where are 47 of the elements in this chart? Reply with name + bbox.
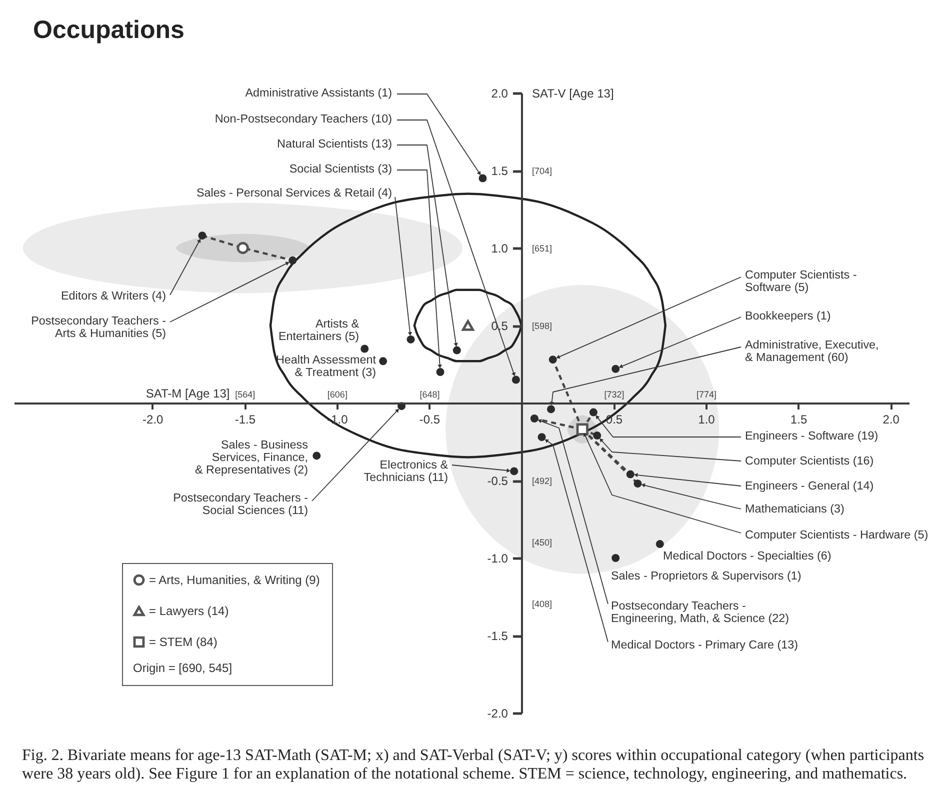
x-tick-label: 2.0 — [882, 412, 900, 426]
annotation: Postsecondary Teachers - Engineering, Math, & Science (22) — [611, 600, 790, 625]
annotation: Natural Scientists (13) — [277, 138, 392, 150]
legend-title: Origin = [690, 545] — [133, 661, 232, 675]
y-tick-label: -0.5 — [487, 474, 508, 488]
y2-tick-label: [450] — [532, 537, 552, 548]
y-tick-label: -1.0 — [487, 552, 508, 566]
annotation: Computer Scientists (16) — [745, 454, 874, 468]
annotation: Postsecondary Teachers - Arts & Humanities (5) — [31, 314, 166, 340]
x-tick-label: 1.5 — [790, 412, 808, 426]
legend-label: = Arts, Humanities, & Writing (9) — [149, 573, 320, 587]
annotation: Medical Doctors - Specialties (6) — [663, 550, 832, 562]
annotation: Administrative Assistants (1) — [245, 86, 392, 100]
annotation: Medical Doctors - Primary Care (13) — [611, 638, 798, 652]
annotation: Non-Postsecondary Teachers (10) — [214, 112, 392, 126]
chart-title: Occupations — [33, 16, 184, 44]
x-tick-label: 1.0 — [698, 412, 716, 426]
y-tick-label: 1.5 — [491, 164, 508, 178]
annotation: Social Scientists (3) — [289, 162, 392, 176]
y2-tick-label: [704] — [532, 166, 552, 176]
caption: Fig. 2. Bivariate means for age-13 SAT-Math (SAT-M; x) and SAT-Verbal (SAT-V; y) scores within occupational category (when participants were 38 years old). See Figure 1 for an explanation of the notational scheme. STEM = science, technology, engineering, and mathematics. — [22, 747, 924, 782]
annotation: Engineers - General (14) — [745, 480, 874, 492]
annotation: Postsecondary Teachers - Social Sciences (11) — [173, 492, 308, 517]
annotation: Computer Scientists - Hardware (5) — [745, 528, 928, 542]
annotation: Administrative, Executive, & Management (60) — [745, 338, 879, 364]
annotation: Electronics & Technicians (11) — [364, 458, 448, 484]
annotation: Mathematicians (3) — [745, 502, 844, 516]
y-tick-label: -1.5 — [487, 629, 508, 643]
annotation: Bookkeepers (1) — [745, 310, 831, 322]
legend-label: = STEM (84) — [149, 635, 218, 649]
x-tick-label: -2.0 — [142, 412, 164, 426]
x2-tick-label: [774] — [696, 390, 717, 400]
annotation: Engineers - Software (19) — [745, 430, 878, 442]
annotation: Sales - Personal Services & Retail (4) — [196, 186, 392, 200]
y2-axis-title: SAT-V [Age 13] — [532, 86, 614, 100]
legend-label: = Lawyers (14) — [149, 604, 229, 618]
annotation: Sales - Proprietors & Supervisors (1) — [611, 570, 802, 582]
x2-tick-label: [564] — [235, 390, 256, 400]
annotation: Editors & Writers (4) — [61, 290, 166, 302]
x-tick-label: -1.5 — [234, 412, 256, 426]
y-tick-label: 2.0 — [491, 86, 508, 100]
y2-tick-label: [492] — [532, 476, 552, 486]
y-tick-label: -2.0 — [487, 706, 508, 720]
annotation: Computer Scientists - Software (5) — [745, 268, 857, 294]
x-axis-title: SAT-M [Age 13] — [146, 386, 230, 400]
annotation: Sales - Business Services, Finance, & Representatives (2) — [194, 438, 308, 476]
y2-tick-label: [408] — [532, 598, 552, 609]
